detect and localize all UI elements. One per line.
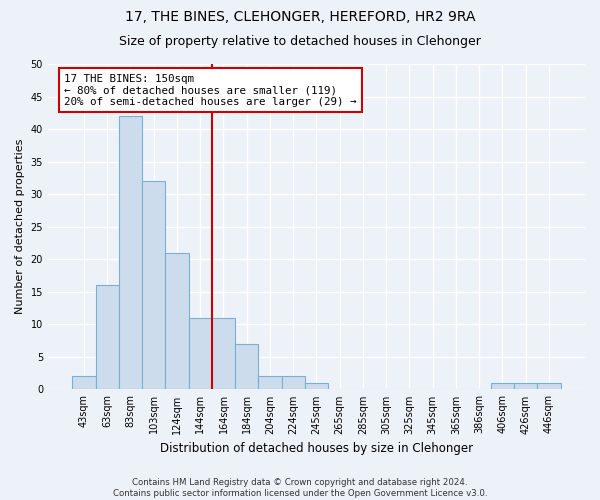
Bar [212,318,235,390]
Bar [259,376,281,390]
Y-axis label: Number of detached properties: Number of detached properties [15,139,25,314]
Text: Size of property relative to detached houses in Clehonger: Size of property relative to detached ho… [119,35,481,48]
Bar [166,252,188,390]
Bar [235,344,259,390]
Bar [142,181,166,390]
Bar [188,318,212,390]
Bar [95,286,119,390]
Bar [73,376,95,390]
Bar [538,383,560,390]
Bar [305,383,328,390]
Bar [119,116,142,390]
Text: Contains HM Land Registry data © Crown copyright and database right 2024.
Contai: Contains HM Land Registry data © Crown c… [113,478,487,498]
Text: 17, THE BINES, CLEHONGER, HEREFORD, HR2 9RA: 17, THE BINES, CLEHONGER, HEREFORD, HR2 … [125,10,475,24]
Bar [514,383,538,390]
X-axis label: Distribution of detached houses by size in Clehonger: Distribution of detached houses by size … [160,442,473,455]
Text: 17 THE BINES: 150sqm
← 80% of detached houses are smaller (119)
20% of semi-deta: 17 THE BINES: 150sqm ← 80% of detached h… [64,74,356,107]
Bar [491,383,514,390]
Bar [281,376,305,390]
